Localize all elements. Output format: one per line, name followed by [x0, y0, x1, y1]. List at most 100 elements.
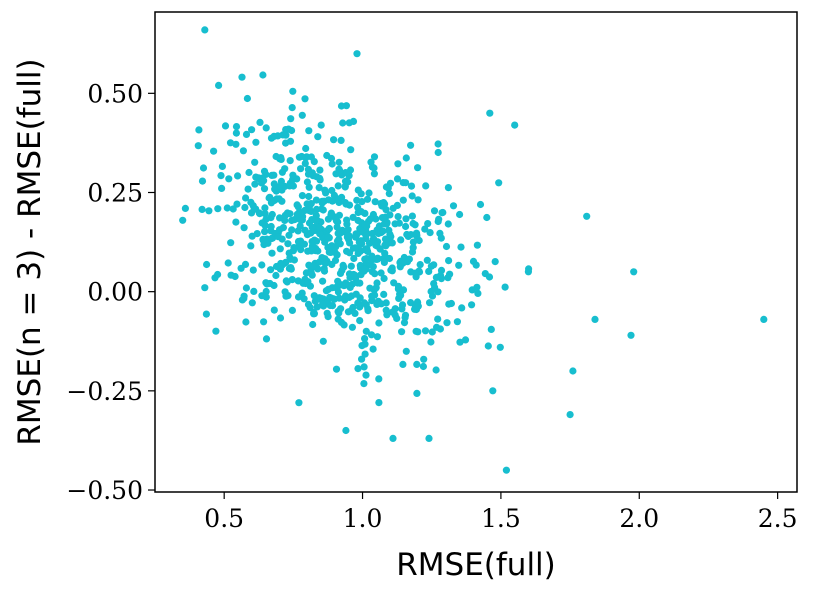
data-point [395, 219, 403, 227]
data-point [343, 220, 351, 228]
data-point [232, 140, 240, 148]
data-point [281, 288, 289, 296]
y-tick-label: 0.50 [87, 79, 143, 108]
data-point [357, 271, 365, 279]
data-point [298, 152, 306, 161]
data-point [285, 231, 293, 239]
data-point [394, 160, 402, 168]
data-point [367, 331, 376, 339]
data-point [333, 223, 341, 231]
data-point [310, 236, 319, 244]
data-point [268, 249, 276, 257]
data-point [330, 136, 338, 144]
data-point [315, 295, 323, 303]
data-point [345, 293, 353, 301]
data-point [305, 127, 313, 135]
data-point [251, 180, 259, 188]
data-point [409, 238, 417, 246]
x-axis-label: RMSE(full) [396, 547, 556, 583]
data-point [360, 299, 368, 307]
data-point [288, 306, 296, 314]
data-point [198, 205, 206, 213]
data-point [425, 267, 433, 275]
data-point [332, 365, 341, 373]
data-point [426, 229, 434, 237]
data-point [314, 133, 322, 141]
data-point [314, 247, 322, 255]
data-point [238, 73, 246, 81]
data-point [432, 273, 440, 281]
data-point [288, 226, 296, 234]
data-point [430, 261, 438, 269]
data-point [316, 230, 324, 238]
data-point [320, 267, 329, 275]
data-point [316, 166, 324, 174]
data-point [349, 213, 357, 221]
data-point [486, 109, 494, 117]
data-point [360, 363, 368, 371]
data-point [356, 317, 364, 325]
data-point [394, 213, 402, 221]
data-point [289, 182, 297, 190]
data-point [245, 168, 253, 177]
data-point [495, 179, 503, 187]
data-point [212, 327, 220, 335]
data-point [260, 185, 269, 193]
data-point [301, 159, 309, 167]
data-point [388, 239, 396, 247]
data-point [365, 189, 373, 197]
data-point [358, 342, 366, 350]
data-point [358, 198, 366, 206]
data-point [240, 224, 248, 232]
data-point [403, 230, 411, 239]
data-point [238, 296, 246, 304]
data-point [389, 204, 397, 212]
data-point [473, 241, 481, 249]
data-point [289, 87, 297, 95]
data-point [305, 192, 313, 201]
data-point [298, 192, 306, 200]
data-point [322, 189, 330, 197]
data-point [375, 375, 383, 383]
data-point [421, 225, 429, 233]
data-point [337, 136, 345, 144]
data-point [436, 229, 444, 237]
data-point [351, 271, 359, 279]
data-point [434, 315, 442, 323]
data-point [224, 259, 232, 267]
data-point [335, 165, 343, 173]
data-point [524, 268, 533, 276]
data-point [223, 204, 231, 212]
data-point [402, 222, 410, 231]
data-point [413, 389, 421, 397]
data-point [402, 154, 410, 162]
data-point [229, 205, 237, 213]
data-point [496, 343, 504, 351]
data-point [511, 121, 519, 129]
data-point [342, 426, 350, 435]
data-point [293, 201, 301, 209]
data-point [402, 347, 410, 355]
data-point [283, 209, 291, 217]
data-point [426, 299, 434, 307]
data-point [339, 119, 347, 127]
data-point [327, 211, 335, 219]
data-point [295, 239, 303, 247]
data-point [319, 300, 327, 308]
data-point [199, 164, 208, 172]
data-point [210, 147, 218, 155]
data-point [371, 198, 379, 206]
data-point [271, 185, 279, 193]
data-point [362, 371, 370, 379]
data-point [458, 304, 466, 312]
data-point [249, 202, 257, 210]
data-point [385, 190, 393, 198]
data-point [288, 216, 296, 225]
data-point [386, 211, 394, 219]
data-point [300, 295, 308, 303]
data-point [194, 142, 202, 150]
data-point [272, 271, 280, 280]
y-axis-label: RMSE(n = 3) - RMSE(full) [12, 58, 48, 445]
data-point [444, 220, 452, 228]
data-point [331, 256, 340, 264]
